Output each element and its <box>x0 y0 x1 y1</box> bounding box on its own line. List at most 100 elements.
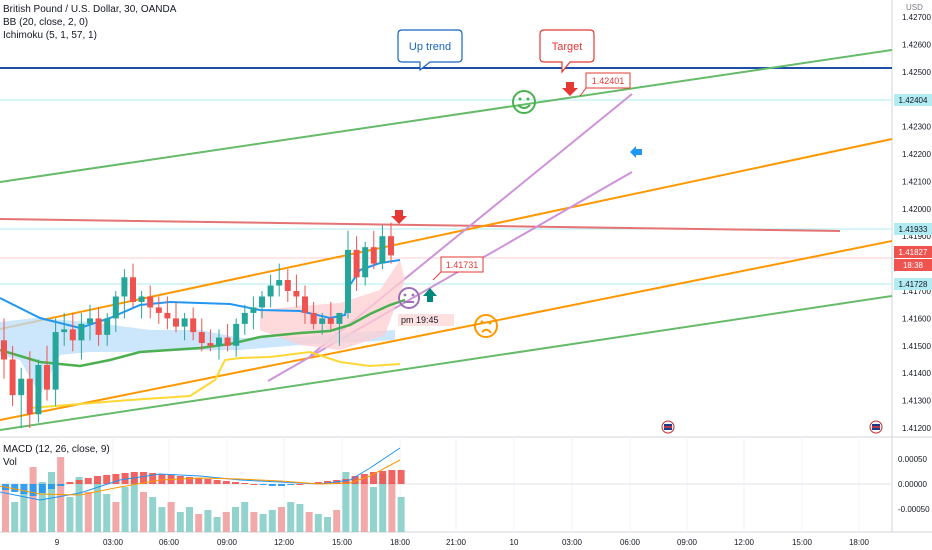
macd-tick-label: 0.00050 <box>898 455 927 464</box>
volume-bar <box>149 497 157 532</box>
volume-bar <box>250 512 258 532</box>
candle-body <box>121 277 128 297</box>
time-tick-label: 12:00 <box>734 538 755 547</box>
volume-bar <box>370 487 377 532</box>
volume-bar <box>305 512 313 532</box>
macd-histogram-bar <box>379 471 387 484</box>
macd-histogram-bar <box>241 483 249 484</box>
time-tick-label: 18:00 <box>390 538 411 547</box>
volume-bar <box>204 510 212 532</box>
macd-histogram-bar <box>29 484 37 496</box>
volume-bar <box>222 512 230 532</box>
macd-histogram-bar <box>186 477 193 484</box>
candle-body <box>147 296 154 308</box>
candle-body <box>130 277 136 302</box>
volume-bar <box>388 482 396 532</box>
candle-body <box>276 280 283 286</box>
macd-tick-label: 0.00000 <box>898 480 927 489</box>
candle-body <box>327 318 334 324</box>
candle-body <box>112 296 119 319</box>
macd-histogram-bar <box>204 479 212 484</box>
volume-bar <box>176 512 184 532</box>
neutral-face-icon <box>398 287 420 309</box>
candle-body <box>224 337 231 346</box>
macd-histogram-bar <box>94 476 101 484</box>
ichimoku-cloud-bear <box>260 260 405 350</box>
candle-body <box>267 285 274 297</box>
candle-body <box>250 307 257 313</box>
macd-histogram-bar <box>222 481 230 484</box>
price-highlight-label: 1.41827 <box>899 248 928 257</box>
candle-body <box>336 312 343 324</box>
time-tick-label: 21:00 <box>446 538 467 547</box>
candle-body <box>138 296 145 302</box>
price-label-pointer-2 <box>432 271 442 281</box>
time-tick-label: 09:00 <box>677 538 698 547</box>
price-tick-label: 1.41200 <box>902 424 931 433</box>
price-label-2: 1.41731 <box>446 260 479 270</box>
candle-body <box>207 343 214 346</box>
macd-histogram-bar <box>296 484 304 485</box>
price-label-pointer-1 <box>579 87 587 97</box>
time-tick-label: 03:00 <box>103 538 124 547</box>
price-tick-label: 1.41700 <box>902 287 931 296</box>
macd-signal-line <box>0 459 401 496</box>
macd-histogram-bar <box>342 479 350 484</box>
price-highlight-bg <box>894 223 932 235</box>
candle-body <box>259 296 265 308</box>
volume-bar <box>241 502 249 532</box>
candle-body <box>302 296 308 313</box>
target-callout <box>539 29 595 74</box>
ichimoku-legend: Ichimoku (5, 1, 57, 1) <box>3 30 97 41</box>
price-highlight-label: 18:38 <box>903 261 924 270</box>
price-tick-label: 1.42500 <box>902 68 931 77</box>
macd-histogram-bar <box>84 478 92 484</box>
candle-body <box>284 280 291 291</box>
macd-histogram-bar <box>195 478 203 484</box>
symbol-title: British Pound / U.S. Dollar, 30, OANDA <box>3 4 177 15</box>
event-flag-icon <box>661 420 675 434</box>
candle-body <box>87 318 93 324</box>
price-tick-label: 1.42000 <box>902 205 931 214</box>
macd-histogram-bar <box>57 484 65 486</box>
volume-bar <box>158 507 166 532</box>
green-upper-trendline <box>0 49 893 183</box>
macd-histogram-bar <box>140 472 147 484</box>
volume-bar <box>2 487 9 532</box>
volume-bar <box>75 477 83 532</box>
volume-bar <box>333 510 341 532</box>
time-tick-label: 10 <box>510 538 519 547</box>
volume-bar <box>140 492 147 532</box>
volume-bar <box>11 502 19 532</box>
macd-tick-label: -0.00050 <box>898 505 930 514</box>
volume-bar <box>20 492 28 532</box>
volume-bar <box>112 502 120 532</box>
time-tick-label: 06:00 <box>159 538 180 547</box>
price-tick-label: 1.42200 <box>902 150 931 159</box>
candle-body <box>69 329 76 341</box>
candle-body <box>319 318 326 324</box>
candle-body <box>173 318 179 327</box>
candle-body <box>388 236 394 256</box>
time-tick-label: 03:00 <box>562 538 583 547</box>
bollinger-legend: BB (20, close, 2, 0) <box>3 17 89 28</box>
macd-histogram-bar <box>176 476 184 484</box>
price-tick-label: 1.42700 <box>902 13 931 22</box>
volume-bar <box>167 502 175 532</box>
candle-body <box>104 318 111 335</box>
time-note-bg <box>398 314 454 326</box>
volume-bar <box>342 472 350 532</box>
candle-body <box>164 312 171 319</box>
price-highlight-bg <box>894 259 932 271</box>
macd-histogram-bar <box>75 480 83 484</box>
event-flag-icon <box>869 420 883 434</box>
candle-body <box>353 249 360 278</box>
candle-body <box>155 307 162 313</box>
candle-body <box>293 291 300 297</box>
price-tick-label: 1.41300 <box>902 397 931 406</box>
volume-bar <box>213 517 221 532</box>
time-tick-label: 15:00 <box>792 538 813 547</box>
macd-histogram-bar <box>121 473 129 484</box>
